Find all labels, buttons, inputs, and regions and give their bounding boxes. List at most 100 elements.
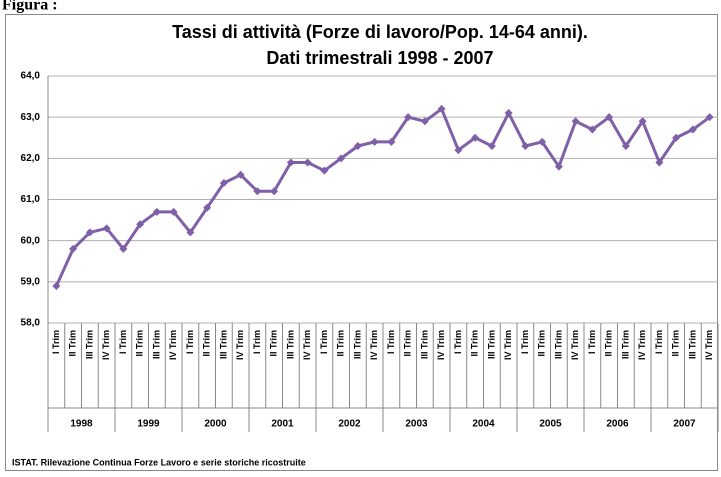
year-label: 2002 <box>338 419 361 430</box>
data-point <box>102 224 111 233</box>
x-tick-label: IV Trim <box>704 330 714 360</box>
x-tick-label: I Trim <box>319 330 329 354</box>
data-point <box>471 133 480 142</box>
data-point <box>219 179 228 188</box>
data-point <box>621 141 630 150</box>
data-point <box>119 244 128 253</box>
x-tick-label: II Trim <box>537 330 547 357</box>
x-tick-label: III Trim <box>285 330 295 359</box>
data-point <box>571 117 580 126</box>
year-label: 2000 <box>204 419 227 430</box>
x-tick-label: II Trim <box>269 330 279 357</box>
data-point <box>270 187 279 196</box>
data-point <box>353 141 362 150</box>
x-tick-label: III Trim <box>84 330 94 359</box>
year-label: 2006 <box>606 419 629 430</box>
data-point <box>85 228 94 237</box>
figure-label: Figura : <box>2 0 58 14</box>
x-tick-label: IV Trim <box>101 330 111 360</box>
data-point <box>136 220 145 229</box>
data-point <box>186 228 195 237</box>
data-point <box>286 158 295 167</box>
y-tick-label: 61,0 <box>21 194 41 205</box>
chart-frame <box>5 14 718 471</box>
x-tick-label: I Trim <box>386 330 396 354</box>
data-point <box>655 158 664 167</box>
year-label: 2001 <box>271 419 294 430</box>
data-point <box>437 104 446 113</box>
data-point <box>521 141 530 150</box>
x-tick-label: II Trim <box>135 330 145 357</box>
x-tick-label: I Trim <box>587 330 597 354</box>
x-tick-label: II Trim <box>604 330 614 357</box>
data-point <box>303 158 312 167</box>
series-line <box>55 107 711 287</box>
x-tick-label: IV Trim <box>436 330 446 360</box>
data-point <box>605 113 614 122</box>
x-tick-label: III Trim <box>151 330 161 359</box>
x-tick-label: II Trim <box>470 330 480 357</box>
data-point <box>236 170 245 179</box>
data-point <box>169 207 178 216</box>
x-tick-label: IV Trim <box>168 330 178 360</box>
data-point <box>672 133 681 142</box>
y-tick-label: 62,0 <box>21 153 41 164</box>
data-point <box>454 146 463 155</box>
year-label: 1998 <box>70 419 93 430</box>
x-tick-label: III Trim <box>352 330 362 359</box>
data-point <box>370 137 379 146</box>
year-label: 2003 <box>405 419 428 430</box>
x-tick-label: I Trim <box>520 330 530 354</box>
x-tick-label: IV Trim <box>570 330 580 360</box>
data-point <box>638 117 647 126</box>
y-tick-label: 64,0 <box>21 71 41 82</box>
x-tick-label: IV Trim <box>302 330 312 360</box>
x-tick-label: II Trim <box>68 330 78 357</box>
x-tick-label: IV Trim <box>235 330 245 360</box>
data-point <box>52 281 61 290</box>
data-point <box>337 154 346 163</box>
x-tick-label: IV Trim <box>503 330 513 360</box>
data-point <box>69 244 78 253</box>
data-point <box>538 137 547 146</box>
x-tick-label: III Trim <box>218 330 228 359</box>
x-tick-label: I Trim <box>118 330 128 354</box>
x-tick-label: I Trim <box>51 330 61 354</box>
data-point <box>152 207 161 216</box>
x-tick-label: I Trim <box>252 330 262 354</box>
x-tick-label: II Trim <box>671 330 681 357</box>
data-point <box>688 125 697 134</box>
data-point <box>387 137 396 146</box>
data-point <box>203 203 212 212</box>
y-tick-label: 59,0 <box>21 276 41 287</box>
year-label: 2007 <box>673 419 696 430</box>
data-point <box>588 125 597 134</box>
y-tick-label: 60,0 <box>21 235 41 246</box>
x-tick-label: III Trim <box>486 330 496 359</box>
x-tick-label: IV Trim <box>369 330 379 360</box>
x-tick-label: III Trim <box>419 330 429 359</box>
x-tick-label: II Trim <box>403 330 413 357</box>
year-label: 2004 <box>472 419 495 430</box>
data-point <box>554 162 563 171</box>
y-tick-label: 63,0 <box>21 112 41 123</box>
y-tick-label: 58,0 <box>21 318 41 329</box>
chart-subtitle: Dati trimestrali 1998 - 2007 <box>266 48 493 68</box>
data-point <box>487 141 496 150</box>
x-tick-label: III Trim <box>620 330 630 359</box>
x-tick-label: I Trim <box>453 330 463 354</box>
x-tick-label: I Trim <box>185 330 195 354</box>
year-label: 1999 <box>137 419 160 430</box>
x-tick-label: III Trim <box>687 330 697 359</box>
x-tick-label: IV Trim <box>637 330 647 360</box>
x-tick-label: II Trim <box>336 330 346 357</box>
x-tick-label: I Trim <box>654 330 664 354</box>
x-tick-label: III Trim <box>553 330 563 359</box>
year-label: 2005 <box>539 419 562 430</box>
data-point <box>420 117 429 126</box>
data-point <box>253 187 262 196</box>
data-point <box>705 113 714 122</box>
source-note: ISTAT. Rilevazione Continua Forze Lavoro… <box>12 457 306 467</box>
